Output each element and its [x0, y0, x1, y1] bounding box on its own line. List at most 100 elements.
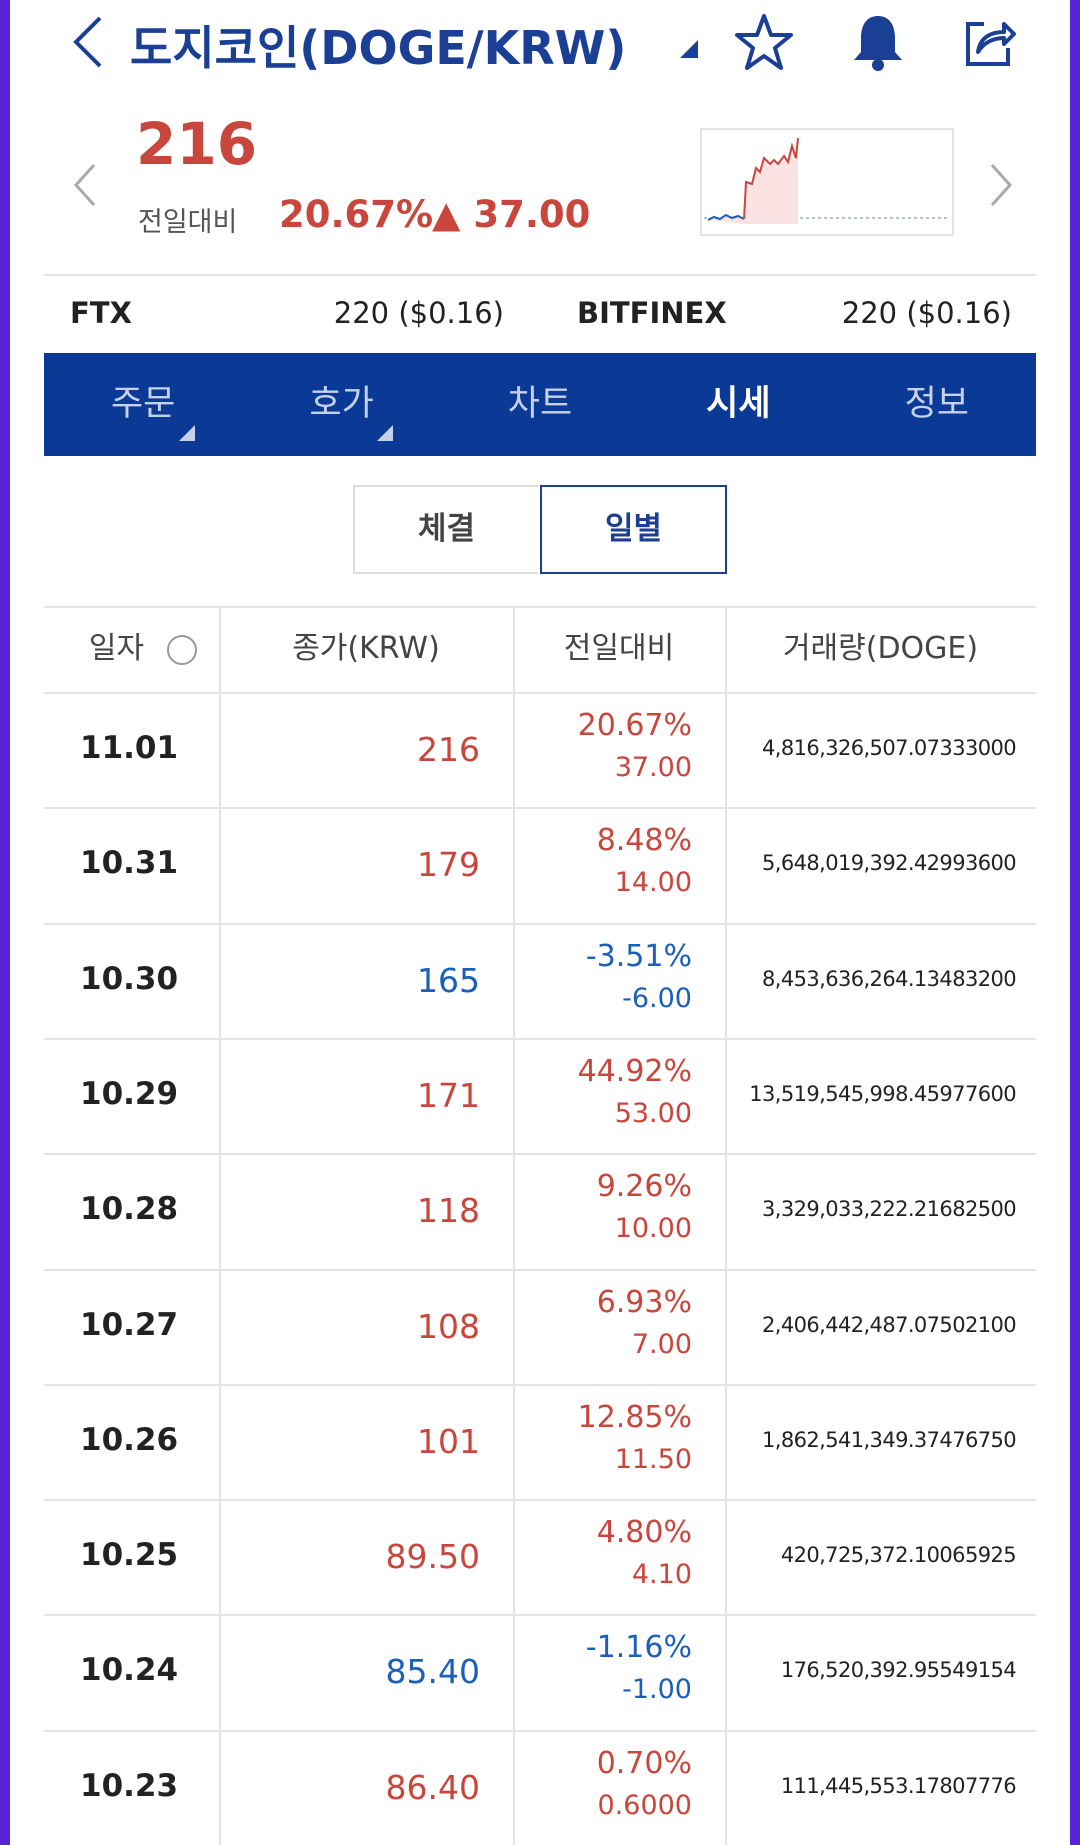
tab[interactable]: 차트 — [507, 384, 573, 424]
exchange-name: BITFINEX — [577, 296, 727, 330]
close-price: 85.40 — [385, 1652, 480, 1692]
row-divider — [44, 1268, 1036, 1271]
tab[interactable]: 정보 — [904, 384, 969, 424]
row-divider — [44, 807, 1036, 810]
alarm-button[interactable] — [848, 12, 908, 72]
date: 10.28 — [80, 1191, 179, 1228]
row-divider — [44, 692, 1036, 694]
date: 10.23 — [80, 1767, 179, 1804]
tab-dropdown — [377, 425, 394, 441]
change-amount: 4.10 — [631, 1559, 692, 1591]
divider — [44, 274, 1036, 276]
tab-dropdown — [178, 425, 195, 441]
exchange-price: 220 ($0.16) — [333, 296, 504, 330]
change-amount: -1.00 — [622, 1674, 692, 1706]
close-price: 171 — [417, 1075, 480, 1115]
date: 10.31 — [80, 845, 179, 882]
change-amount: 11.50 — [614, 1443, 692, 1475]
segmented-control: 체결 일별 — [353, 485, 727, 574]
change-amount: -6.00 — [622, 982, 692, 1014]
close-price: 101 — [417, 1421, 480, 1461]
date: 10.24 — [80, 1652, 179, 1689]
date: 10.29 — [80, 1075, 179, 1112]
current-price: 216 — [136, 110, 258, 178]
share-button[interactable] — [962, 14, 1018, 68]
change-rate: 20.67% — [577, 708, 692, 743]
date: 10.25 — [80, 1537, 179, 1574]
tab-bar: 주문 호가 차트 시세 정보 — [44, 353, 1036, 456]
row-divider — [44, 1499, 1036, 1502]
tab[interactable]: 주문 — [110, 384, 176, 424]
column-divider — [513, 606, 515, 1845]
row-divider — [44, 922, 1036, 925]
volume: 4,816,326,507.07333000 — [762, 736, 1017, 760]
tab[interactable]: 시세 — [706, 384, 771, 424]
row-divider — [44, 1037, 1036, 1040]
change-amount: 10.00 — [614, 1213, 692, 1245]
change-amount: 0.6000 — [597, 1789, 692, 1821]
exchange-price: 220 ($0.16) — [841, 296, 1012, 330]
row-divider — [44, 1729, 1036, 1732]
volume: 420,725,372.10065925 — [780, 1543, 1017, 1568]
segment[interactable]: 일별 — [540, 485, 727, 574]
change-rate: 20.67% — [279, 193, 434, 236]
row-divider — [44, 1383, 1036, 1386]
close-price: 89.50 — [385, 1537, 480, 1577]
exchange-name: FTX — [70, 296, 132, 330]
column-header: 일자 — [88, 631, 145, 666]
close-price: 118 — [417, 1191, 480, 1231]
column-header: 전일대비 — [563, 631, 675, 666]
volume: 13,519,545,998.45977600 — [749, 1081, 1016, 1106]
page-title[interactable]: 도지코인(DOGE/KRW) — [130, 21, 627, 75]
segment[interactable]: 체결 — [353, 485, 538, 574]
row-divider — [44, 1614, 1036, 1617]
change-amount: 53.00 — [614, 1097, 692, 1129]
change-amount: 7.00 — [631, 1328, 692, 1360]
favorite-button[interactable] — [733, 12, 795, 72]
close-price: 165 — [417, 960, 480, 1000]
change-rate: 8.48% — [596, 823, 692, 859]
volume: 111,445,553.17807776 — [780, 1773, 1017, 1798]
change-rate: 4.80% — [596, 1515, 692, 1551]
divider — [44, 606, 1036, 608]
close-price: 86.40 — [385, 1767, 480, 1807]
change-amount: 14.00 — [614, 867, 692, 899]
change-rate: -1.16% — [585, 1630, 692, 1666]
frame-edge — [1070, 0, 1080, 1845]
change-rate: 0.70% — [596, 1745, 692, 1781]
sparkline — [700, 128, 954, 236]
volume: 176,520,392.95549154 — [780, 1658, 1017, 1683]
frame-edge — [0, 0, 10, 1845]
column-header: 종가(KRW) — [292, 631, 440, 666]
column-header: 거래량(DOGE) — [782, 631, 979, 666]
volume: 5,648,019,392.42993600 — [762, 851, 1017, 876]
help-icon[interactable] — [167, 635, 197, 665]
title-dropdown[interactable] — [680, 40, 700, 60]
date: 10.30 — [80, 960, 179, 997]
change-rate: 9.26% — [596, 1169, 692, 1205]
back-button[interactable] — [66, 14, 110, 70]
volume: 3,329,033,222.21682500 — [762, 1197, 1017, 1222]
change-label: 전일대비 — [138, 207, 238, 238]
volume: 8,453,636,264.13483200 — [762, 966, 1017, 991]
column-divider — [219, 606, 221, 1845]
change-rate: 12.85% — [577, 1399, 692, 1435]
tab[interactable]: 호가 — [309, 384, 374, 424]
next-coin[interactable] — [988, 162, 1014, 208]
close-price: 108 — [417, 1306, 480, 1346]
daily-table: 일자 종가(KRW) 전일대비 거래량(DOGE) 11.01 216 20.67% 37.0… — [44, 606, 1036, 1845]
row-divider — [44, 1153, 1036, 1156]
volume: 1,862,541,349.37476750 — [762, 1427, 1017, 1452]
change-amount: 37.00 — [614, 752, 692, 783]
prev-coin[interactable] — [72, 162, 98, 208]
change-rate: 6.93% — [596, 1284, 692, 1320]
date: 10.26 — [80, 1421, 179, 1458]
close-price: 179 — [417, 845, 480, 885]
change-rate: -3.51% — [585, 938, 692, 974]
change-amount: ▲ 37.00 — [432, 193, 591, 236]
change-rate: 44.92% — [577, 1053, 692, 1089]
close-price: 216 — [417, 730, 480, 769]
date: 11.01 — [80, 730, 179, 766]
volume: 2,406,442,487.07502100 — [762, 1312, 1017, 1337]
